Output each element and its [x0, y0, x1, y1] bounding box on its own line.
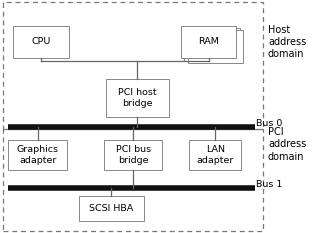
Text: Bus 0: Bus 0 [256, 120, 283, 128]
FancyBboxPatch shape [188, 30, 243, 63]
FancyBboxPatch shape [13, 26, 69, 58]
Text: PCI
address
domain: PCI address domain [268, 127, 306, 162]
FancyBboxPatch shape [104, 140, 162, 170]
Text: Host
address
domain: Host address domain [268, 24, 306, 59]
Bar [3, 129, 263, 231]
Bar [3, 2, 263, 129]
FancyBboxPatch shape [181, 26, 236, 58]
Text: PCI bus
bridge: PCI bus bridge [116, 145, 151, 165]
FancyBboxPatch shape [8, 140, 67, 170]
Text: CPU: CPU [31, 38, 51, 46]
Text: Bus 1: Bus 1 [256, 180, 283, 189]
Text: SCSI HBA: SCSI HBA [89, 204, 134, 213]
FancyBboxPatch shape [189, 140, 241, 170]
Text: Graphics
adapter: Graphics adapter [17, 145, 59, 165]
FancyBboxPatch shape [79, 196, 144, 221]
Text: RAM: RAM [198, 38, 219, 46]
FancyBboxPatch shape [106, 79, 169, 116]
Text: PCI host
bridge: PCI host bridge [118, 88, 157, 108]
Text: LAN
adapter: LAN adapter [197, 145, 234, 165]
FancyBboxPatch shape [184, 28, 240, 61]
